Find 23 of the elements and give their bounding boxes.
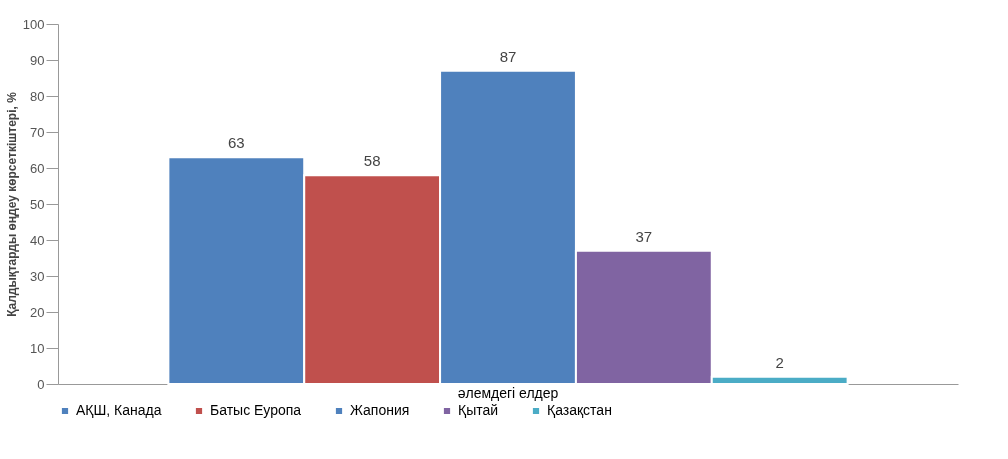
legend-label: Қазақстан [547,402,612,418]
legend-label: Батыс Еуропа [210,402,302,418]
y-tick-label: 80 [30,88,45,104]
data-label: 63 [227,134,245,152]
y-axis-title: Қалдықтарды өңдеу көрсеткіштері, % [4,91,19,317]
y-tick-label: 40 [30,232,45,248]
y-tick-label: 100 [22,16,45,32]
legend-label: АҚШ, Канада [76,402,162,418]
data-label: 87 [499,47,517,65]
y-tick-label: 20 [30,304,45,320]
data-label: 58 [363,152,381,170]
y-tick-label: 60 [30,160,45,176]
data-label: 37 [635,227,653,245]
y-tick-label: 90 [30,52,45,68]
legend-label: Жапония [350,402,410,418]
data-label: 2 [775,353,784,371]
x-tick-label: әлемдегі елдер [457,384,559,401]
y-tick-label: 10 [30,340,45,356]
legend-label: Қытай [458,402,499,418]
y-tick-label: 0 [37,376,45,392]
y-tick-label: 70 [30,124,45,140]
y-tick-label: 30 [30,268,45,284]
y-tick-label: 50 [30,196,45,212]
